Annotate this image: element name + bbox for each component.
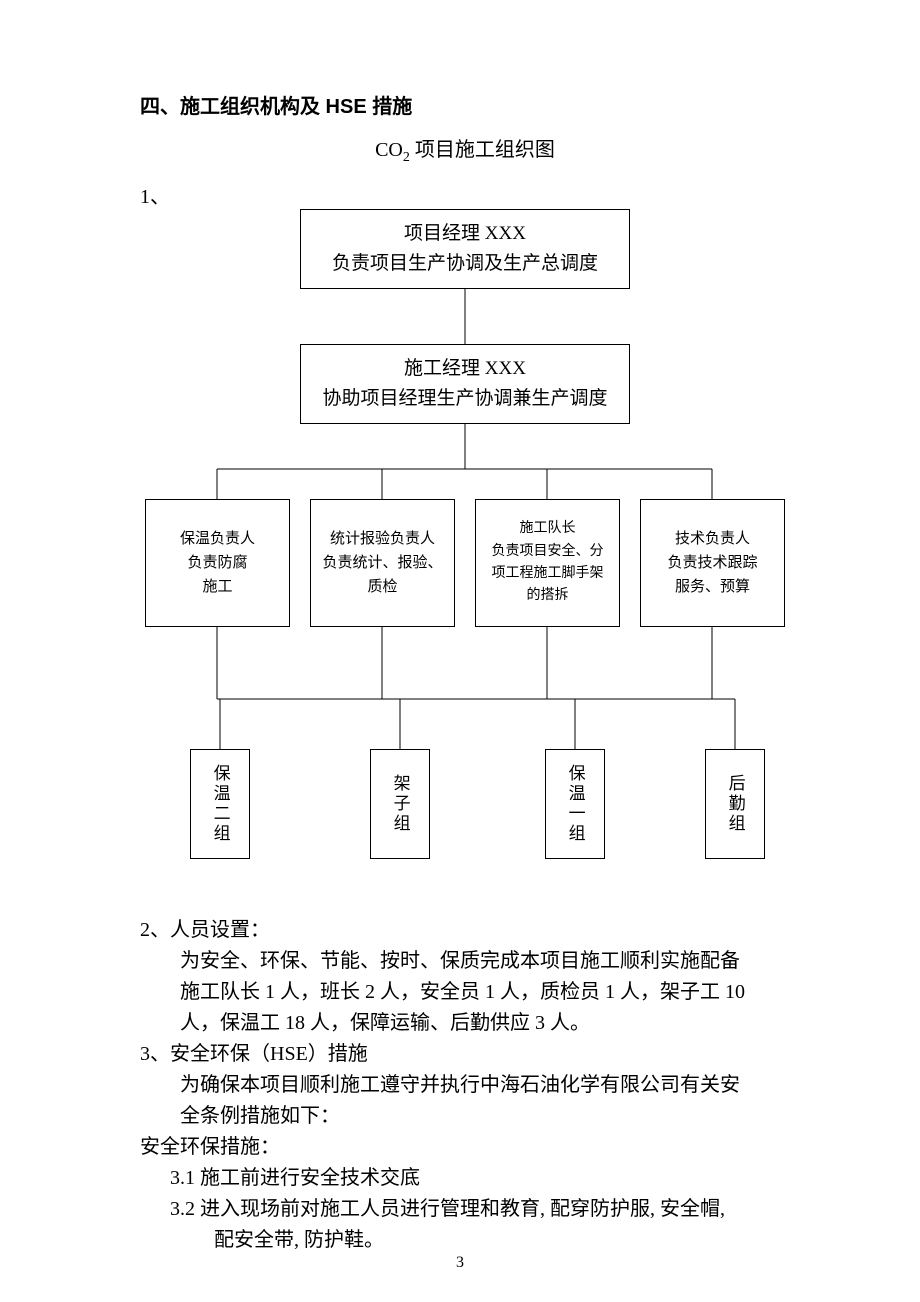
document-page: 四、施工组织机构及 HSE 措施 CO2 项目施工组织图 1、 xyxy=(0,0,920,1302)
org-node-text: 施工队长 xyxy=(520,518,576,540)
item-2-body: 施工队长 1 人，班长 2 人，安全员 1 人，质检员 1 人，架子工 10 xyxy=(140,977,790,1008)
safety-3-2b: 配安全带, 防护鞋。 xyxy=(140,1225,790,1256)
org-node-scaffold-team: 架子组 xyxy=(370,749,430,859)
org-node-l1-line2: 负责项目生产协调及生产总调度 xyxy=(332,249,598,279)
org-node-text: 负责防腐 xyxy=(187,551,247,575)
org-node-text: 统计报验负责人 xyxy=(330,527,435,551)
body-text-block: 2、人员设置： 为安全、环保、节能、按时、保质完成本项目施工顺利实施配备 施工队… xyxy=(140,915,790,1256)
org-node-text: 技术负责人 xyxy=(675,527,750,551)
org-node-text: 负责统计、报验、 xyxy=(322,551,442,575)
item-3-label: 3、安全环保（HSE）措施 xyxy=(140,1039,790,1070)
org-node-insulation-lead: 保温负责人 负责防腐 施工 xyxy=(145,499,290,627)
org-node-team-captain: 施工队长 负责项目安全、分 项工程施工脚手架 的搭拆 xyxy=(475,499,620,627)
org-node-text: 服务、预算 xyxy=(675,575,750,599)
org-node-l1-line1: 项目经理 XXX xyxy=(404,219,526,249)
safety-3-2a: 3.2 进入现场前对施工人员进行管理和教育, 配穿防护服, 安全帽, xyxy=(140,1194,790,1225)
chart-title-prefix: CO xyxy=(375,139,403,161)
item-2-label: 2、人员设置： xyxy=(140,915,790,946)
org-node-text: 项工程施工脚手架 xyxy=(492,563,604,585)
org-node-text: 负责项目安全、分 xyxy=(492,541,604,563)
org-node-statistics-lead: 统计报验负责人 负责统计、报验、 质检 xyxy=(310,499,455,627)
chart-title-suffix: 项目施工组织图 xyxy=(410,139,555,161)
safety-header: 安全环保措施： xyxy=(140,1132,790,1163)
org-node-text: 的搭拆 xyxy=(527,585,569,607)
org-chart: 项目经理 XXX 负责项目生产协调及生产总调度 施工经理 XXX 协助项目经理生… xyxy=(145,209,785,909)
org-node-insulation-team-2: 保温二组 xyxy=(190,749,250,859)
org-node-text: 质检 xyxy=(367,575,397,599)
org-node-l2-line2: 协助项目经理生产协调兼生产调度 xyxy=(322,384,607,414)
section-title: 四、施工组织机构及 HSE 措施 xyxy=(140,90,790,119)
org-node-text: 施工 xyxy=(202,575,232,599)
org-node-insulation-team-1: 保温一组 xyxy=(545,749,605,859)
page-number: 3 xyxy=(0,1254,920,1272)
item-2-body: 人，保温工 18 人，保障运输、后勤供应 3 人。 xyxy=(140,1008,790,1039)
item-3-body: 全条例措施如下： xyxy=(140,1101,790,1132)
safety-3-1: 3.1 施工前进行安全技术交底 xyxy=(140,1163,790,1194)
org-node-tech-lead: 技术负责人 负责技术跟踪 服务、预算 xyxy=(640,499,785,627)
item-1-number: 1、 xyxy=(140,180,790,209)
chart-title: CO2 项目施工组织图 xyxy=(140,133,790,166)
chart-title-sub: 2 xyxy=(403,150,410,165)
item-3-body: 为确保本项目顺利施工遵守并执行中海石油化学有限公司有关安 xyxy=(140,1070,790,1101)
org-node-project-manager: 项目经理 XXX 负责项目生产协调及生产总调度 xyxy=(300,209,630,289)
org-node-l2-line1: 施工经理 XXX xyxy=(404,354,526,384)
item-2-body: 为安全、环保、节能、按时、保质完成本项目施工顺利实施配备 xyxy=(140,946,790,977)
org-node-logistics-team: 后勤组 xyxy=(705,749,765,859)
org-node-construction-manager: 施工经理 XXX 协助项目经理生产协调兼生产调度 xyxy=(300,344,630,424)
org-node-text: 保温负责人 xyxy=(180,527,255,551)
org-node-text: 负责技术跟踪 xyxy=(667,551,757,575)
